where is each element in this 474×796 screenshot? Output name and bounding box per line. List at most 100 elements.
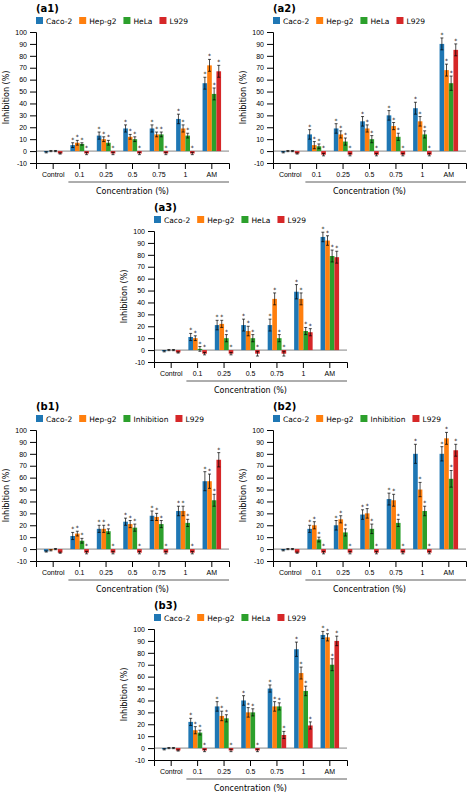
- error-cap: [454, 456, 457, 457]
- tick-label: 70: [19, 64, 27, 71]
- error-line: [367, 125, 368, 132]
- legend-swatch: [79, 17, 86, 24]
- tick-label: 90: [19, 41, 27, 48]
- error-bar: [335, 251, 338, 263]
- error-bar: [129, 521, 132, 528]
- legend-swatch: [79, 415, 86, 422]
- error-line: [195, 727, 196, 734]
- error-line: [192, 152, 193, 154]
- legend-swatch: [277, 614, 284, 621]
- tick-mark: [267, 561, 273, 562]
- error-cap: [182, 515, 185, 516]
- error-cap: [366, 132, 369, 133]
- legend-item: HeLa: [241, 614, 270, 623]
- error-bar: [282, 351, 285, 356]
- error-bar: [155, 513, 158, 520]
- error-cap: [450, 487, 453, 488]
- error-line: [165, 551, 166, 553]
- error-cap: [454, 55, 457, 56]
- error-bar: [186, 519, 189, 526]
- error-bar: [182, 125, 185, 132]
- tick-mark: [148, 362, 154, 363]
- bar: [128, 137, 133, 151]
- error-line: [81, 538, 82, 543]
- tick-label: Control: [279, 569, 302, 576]
- tick-label: 0: [141, 347, 145, 354]
- bar: [290, 151, 295, 152]
- error-cap: [428, 155, 431, 156]
- bar: [171, 350, 176, 351]
- error-cap: [335, 263, 338, 264]
- tick-mark: [267, 430, 273, 431]
- tick: 0.75: [270, 760, 284, 775]
- error-cap: [242, 331, 245, 332]
- tick: 70: [19, 64, 36, 71]
- legend-label: L929: [287, 614, 306, 623]
- bar: [449, 479, 454, 549]
- tick-mark: [132, 561, 133, 567]
- legend-item: Hep-g2: [79, 415, 116, 424]
- x-axis: Control0.10.250.50.751AM: [274, 561, 467, 576]
- error-bar: [304, 327, 307, 334]
- error-cap: [282, 351, 285, 352]
- error-bar: [291, 150, 294, 151]
- error-line: [130, 134, 131, 139]
- annotation: *: [335, 244, 338, 251]
- tick: 0: [260, 546, 273, 553]
- bar: [162, 350, 167, 351]
- error-line: [204, 472, 205, 491]
- tick: 50: [137, 287, 154, 294]
- tick-mark: [171, 362, 172, 368]
- tick-label: 60: [256, 76, 264, 83]
- tick-label: 40: [137, 697, 145, 704]
- error-cap: [191, 553, 194, 554]
- tick-mark: [267, 478, 273, 479]
- bar: [440, 454, 445, 549]
- error-cap: [375, 153, 378, 154]
- error-cap: [213, 506, 216, 507]
- legend-item: HeLa: [123, 17, 152, 26]
- series: [44, 472, 207, 552]
- tick: 80: [137, 650, 154, 657]
- error-bar: [295, 285, 298, 299]
- error-cap: [251, 715, 254, 716]
- tick-label: 20: [19, 124, 27, 131]
- error-bar: [304, 686, 307, 696]
- error-bar: [150, 511, 153, 521]
- plot: -100102030405060708090100Control0.10.250…: [2, 427, 230, 594]
- error-cap: [155, 520, 158, 521]
- error-bar: [273, 702, 276, 712]
- legend-swatch: [36, 17, 43, 24]
- error-line: [314, 522, 315, 529]
- tick-label: 90: [137, 240, 145, 247]
- tick-mark: [106, 561, 107, 567]
- error-line: [309, 130, 310, 140]
- bar: [286, 151, 291, 152]
- bar: [334, 257, 339, 350]
- error-line: [415, 102, 416, 114]
- bar: [58, 151, 63, 153]
- annotation: *: [445, 425, 448, 432]
- error-bar: [213, 88, 216, 100]
- series: [162, 232, 325, 352]
- tick-mark: [267, 127, 273, 128]
- error-cap: [59, 154, 62, 155]
- tick-label: 0.5: [128, 171, 138, 178]
- tick: Control: [279, 561, 302, 576]
- annotation: *: [335, 117, 338, 124]
- legend-item: Hep-g2: [316, 415, 353, 424]
- error-line: [103, 525, 104, 532]
- error-cap: [268, 692, 271, 693]
- error-line: [424, 131, 425, 138]
- error-line: [226, 715, 227, 722]
- error-bar: [76, 140, 79, 145]
- tick-mark: [267, 44, 273, 45]
- legend-item: Hep-g2: [197, 614, 234, 623]
- error-bar: [49, 550, 52, 551]
- error-bar: [203, 77, 206, 89]
- tick: 40: [19, 498, 36, 505]
- bar: [44, 549, 49, 551]
- annotation: *: [186, 512, 189, 519]
- error-bar: [98, 132, 101, 139]
- error-bar: [177, 506, 180, 516]
